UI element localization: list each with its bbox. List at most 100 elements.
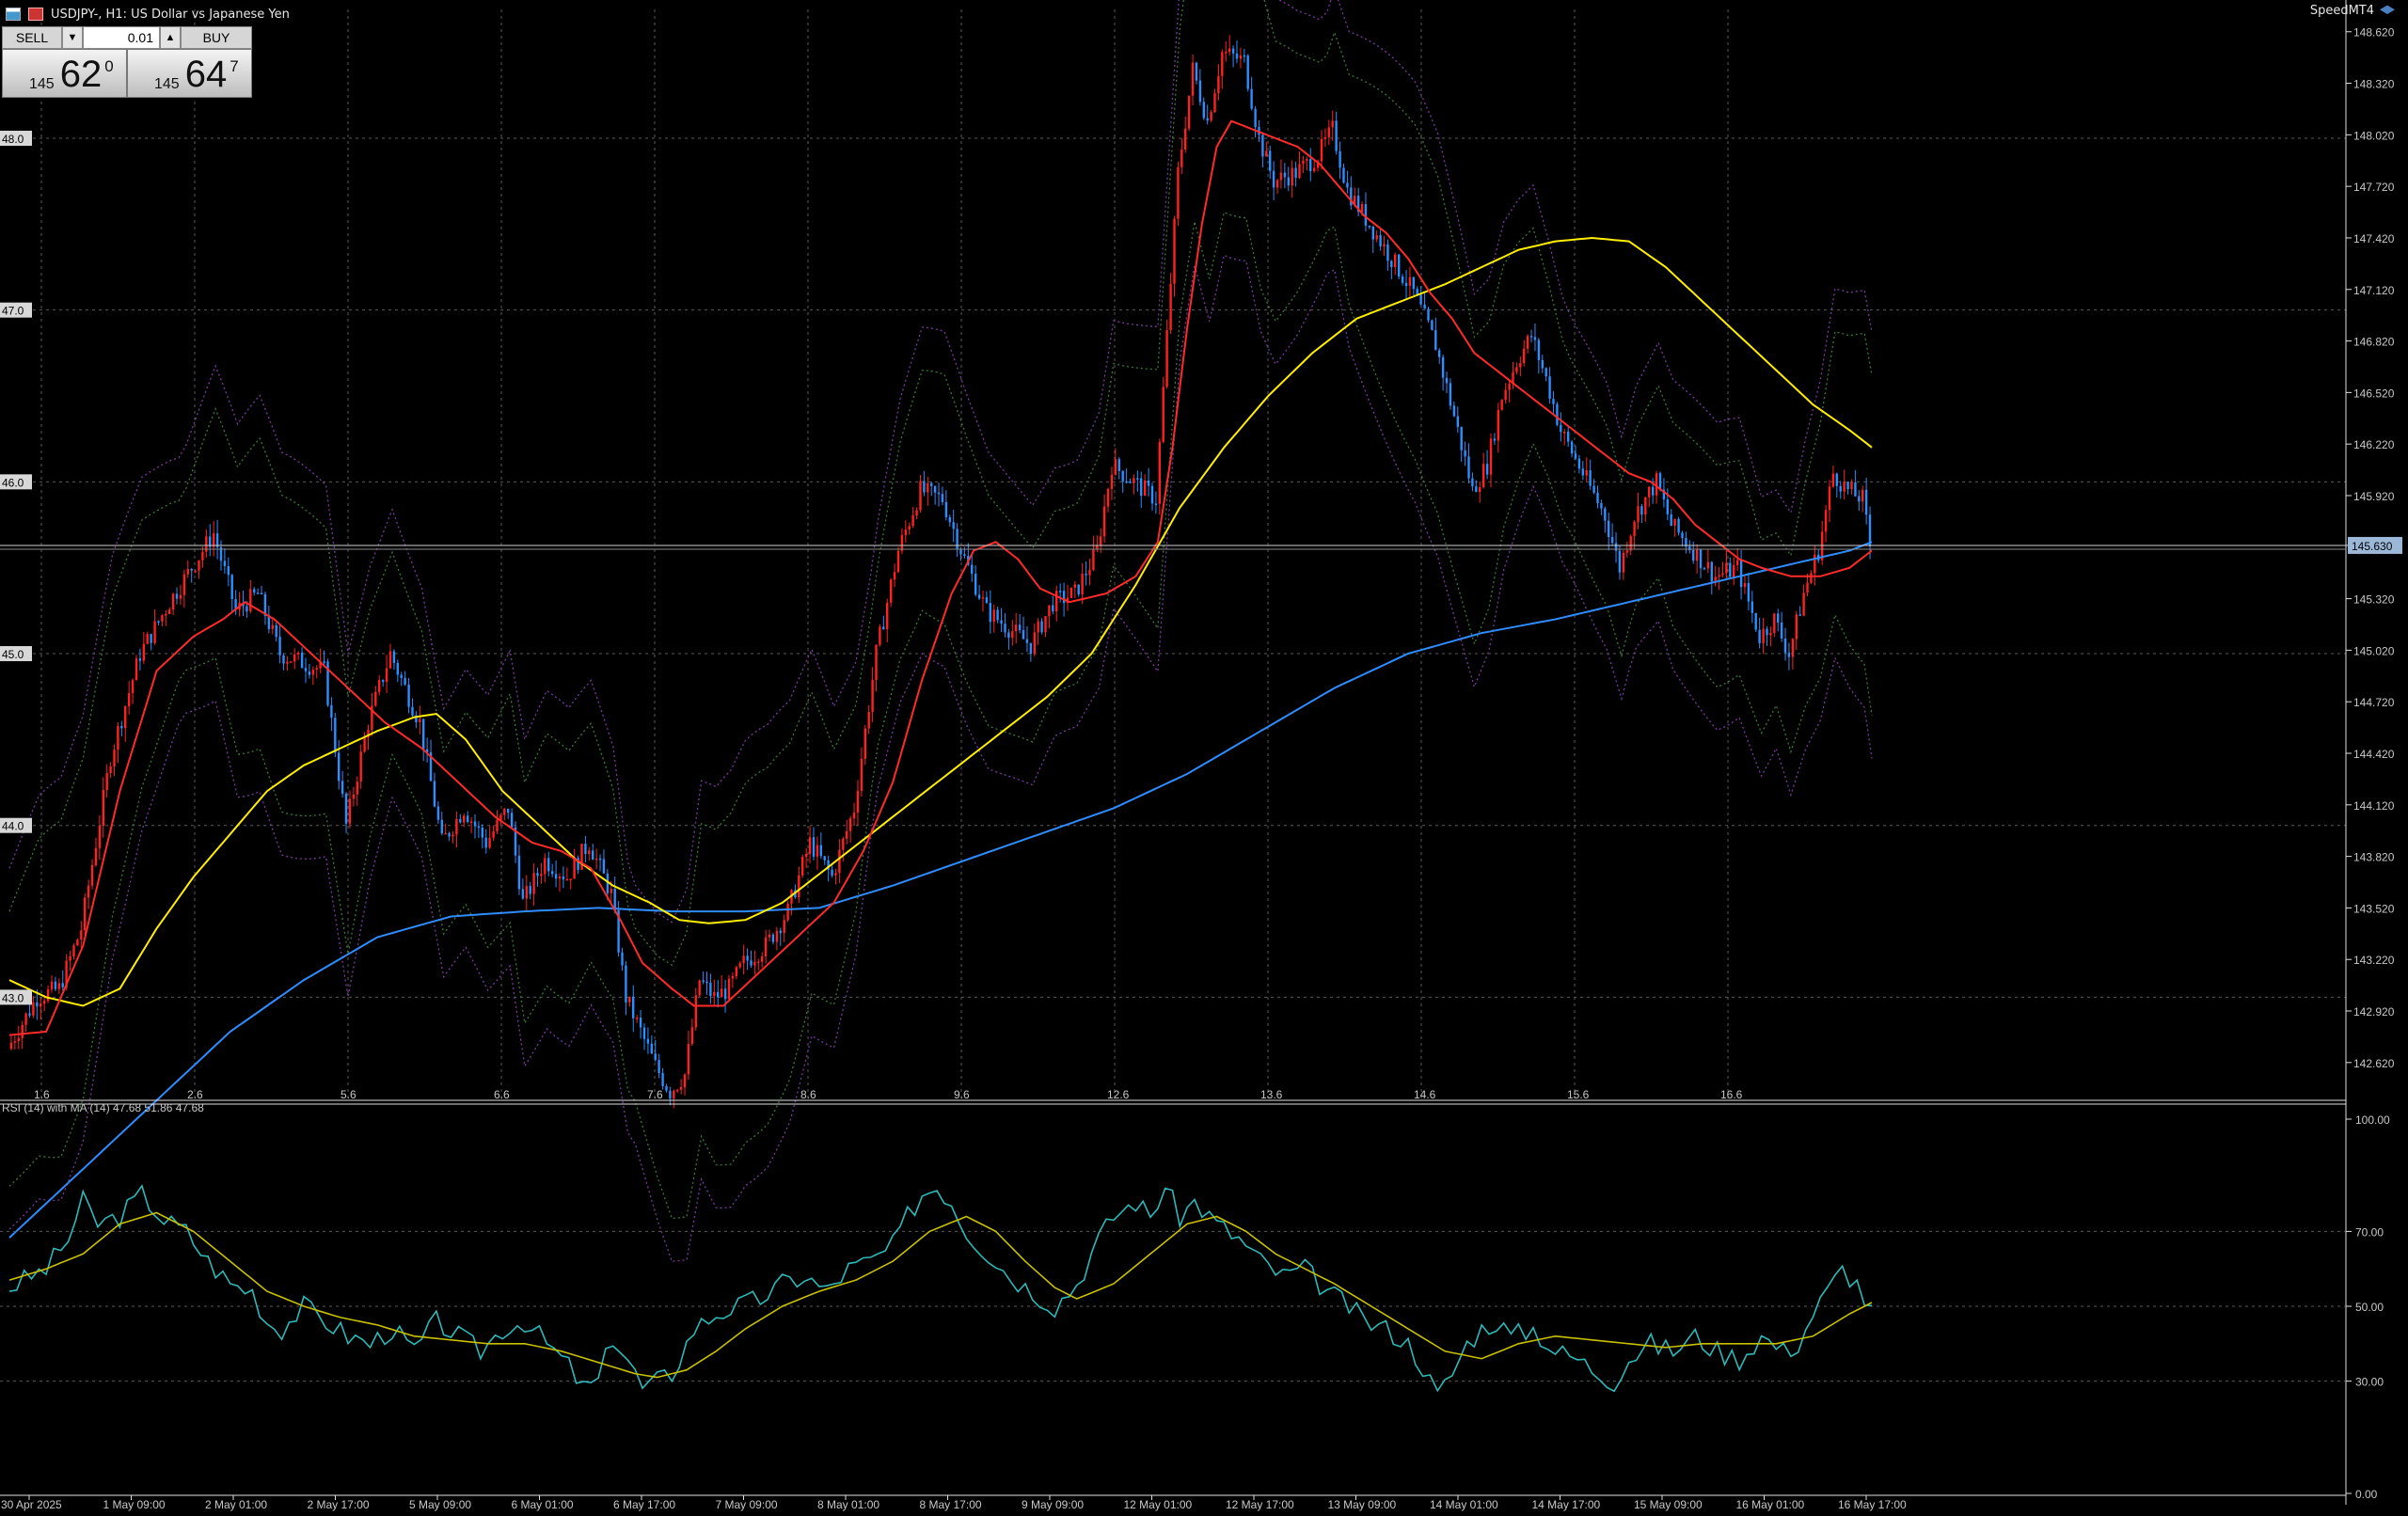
sell-price-pip: 0 xyxy=(104,57,114,75)
candle-body xyxy=(927,482,929,493)
candle-body xyxy=(1541,359,1544,369)
candle-body xyxy=(879,626,881,645)
rsi-axis-label: 0.00 xyxy=(2355,1488,2378,1501)
top-time-label: 14.6 xyxy=(1414,1088,1436,1101)
candle-body xyxy=(246,606,248,612)
candle-body xyxy=(24,1013,27,1025)
candle-body xyxy=(1092,548,1095,570)
candle-body xyxy=(499,814,502,820)
candle-body xyxy=(1581,468,1584,476)
buy-price-button[interactable]: 145 64 7 xyxy=(127,49,252,98)
bottom-time-label: 30 Apr 2025 xyxy=(1,1498,62,1511)
candle-body xyxy=(429,751,433,782)
candle-body xyxy=(1648,486,1651,497)
candle-body xyxy=(569,878,572,880)
candle-body xyxy=(856,790,860,813)
candle-body xyxy=(1239,55,1243,59)
right-price-label: 146.820 xyxy=(2353,336,2395,349)
candle-body xyxy=(1545,368,1547,377)
candle-body xyxy=(452,834,454,837)
candle-body xyxy=(669,1090,672,1099)
candle-body xyxy=(282,655,285,664)
bottom-time-label: 15 May 09:00 xyxy=(1634,1498,1703,1511)
candle-body xyxy=(812,837,816,857)
sell-button[interactable]: SELL xyxy=(2,26,62,49)
left-price-label-box xyxy=(0,474,32,490)
candle-body xyxy=(1283,172,1287,178)
candle-body xyxy=(1673,518,1676,527)
candle-body xyxy=(1198,80,1202,103)
candle-body xyxy=(1574,453,1577,459)
candle-body xyxy=(1316,161,1320,168)
candle-body xyxy=(1567,432,1570,442)
candle-body xyxy=(1246,55,1249,89)
candle-body xyxy=(775,930,779,942)
candle-body xyxy=(598,858,602,861)
lot-increase-button[interactable]: ▲ xyxy=(160,26,181,49)
candle-body xyxy=(1102,506,1106,537)
right-price-label: 145.320 xyxy=(2353,593,2395,607)
bottom-time-label: 14 May 17:00 xyxy=(1532,1498,1601,1511)
candle-body xyxy=(249,589,252,611)
candle-body xyxy=(61,983,64,987)
candle-body xyxy=(436,806,440,820)
right-price-label: 146.220 xyxy=(2353,438,2395,451)
candle-body xyxy=(1342,167,1345,183)
candle-body xyxy=(1150,485,1154,504)
lot-decrease-button[interactable]: ▼ xyxy=(62,26,83,49)
candle-body xyxy=(606,873,610,893)
window-title: USDJPY-, H1: US Dollar vs Japanese Yen xyxy=(51,7,290,22)
candle-body xyxy=(348,798,352,824)
candle-body xyxy=(908,526,911,530)
candle-body xyxy=(554,874,558,879)
sell-price-button[interactable]: 145 62 0 xyxy=(2,49,127,98)
current-price-box xyxy=(2348,536,2402,554)
candle-body xyxy=(1666,499,1669,514)
lot-size-input[interactable] xyxy=(83,26,160,49)
candle-body xyxy=(1059,591,1062,592)
candle-body xyxy=(871,680,874,712)
candle-body xyxy=(827,860,830,870)
candle-body xyxy=(467,815,469,823)
candle-body xyxy=(963,554,966,557)
top-time-label: 16.6 xyxy=(1720,1088,1743,1101)
candle-body xyxy=(43,1001,46,1004)
candle-body xyxy=(771,934,775,942)
candle-body xyxy=(1500,400,1503,410)
candle-body xyxy=(1037,621,1039,633)
candle-body xyxy=(1383,244,1386,247)
candle-body xyxy=(1610,537,1614,544)
candle-body xyxy=(150,634,152,643)
candle-body xyxy=(1306,159,1308,161)
candle-body xyxy=(297,652,300,655)
candle-body xyxy=(1416,289,1418,295)
candle-body xyxy=(275,624,277,638)
candle-body xyxy=(941,494,944,502)
top-time-label: 1.6 xyxy=(34,1088,50,1101)
left-price-label-box xyxy=(0,646,32,662)
right-price-label: 148.620 xyxy=(2353,26,2395,39)
candle-body xyxy=(1512,371,1514,384)
left-price-label: 43.0 xyxy=(2,991,24,1004)
rsi-line xyxy=(8,1184,1873,1393)
left-price-label-box xyxy=(0,989,32,1005)
candle-body xyxy=(201,551,204,561)
candle-body xyxy=(1015,624,1018,632)
candle-body xyxy=(190,569,193,571)
candle-body xyxy=(315,668,318,671)
candle-body xyxy=(683,1074,687,1088)
candle-body xyxy=(1460,426,1463,450)
candle-body xyxy=(1279,172,1283,181)
right-price-label: 142.620 xyxy=(2353,1057,2395,1070)
candle-body xyxy=(727,978,731,1000)
candle-body xyxy=(1864,489,1868,515)
candle-body xyxy=(1754,612,1757,630)
candle-body xyxy=(1294,167,1297,179)
candle-body xyxy=(1339,150,1341,168)
buy-button[interactable]: BUY xyxy=(181,26,252,49)
bottom-time-label: 9 May 09:00 xyxy=(1022,1498,1084,1511)
envelope-band xyxy=(8,0,1873,967)
candle-body xyxy=(57,983,60,989)
candle-body xyxy=(359,751,362,782)
